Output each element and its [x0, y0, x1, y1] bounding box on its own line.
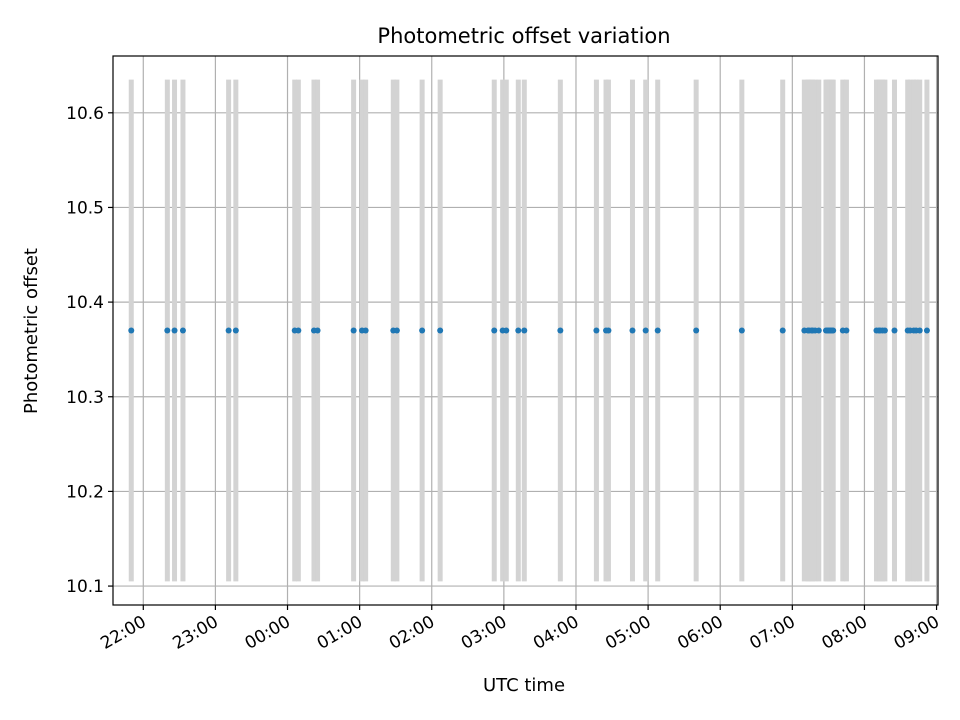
y-axis-ticks: 10.1 10.2 10.3 10.4 10.5 10.6 [66, 104, 113, 597]
x-tick-label: 06:00 [674, 612, 726, 654]
data-point [350, 327, 357, 334]
data-point [830, 327, 837, 334]
data-point [171, 327, 178, 334]
data-point [393, 327, 400, 334]
data-point [693, 327, 700, 334]
x-tick-label: 05:00 [602, 612, 654, 654]
data-point [891, 327, 898, 334]
x-axis-ticks: 22:00 23:00 00:00 01:00 02:00 03:00 04:00 05:00… [97, 605, 943, 654]
y-axis-label: Photometric offset [21, 248, 42, 414]
data-point [923, 327, 930, 334]
data-point [629, 327, 636, 334]
data-point [419, 327, 426, 334]
data-point [815, 327, 822, 334]
data-point [654, 327, 661, 334]
chart-title: Photometric offset variation [377, 24, 670, 48]
data-point [437, 327, 444, 334]
data-point [232, 327, 239, 334]
data-point [164, 327, 171, 334]
data-point [916, 327, 923, 334]
y-tick-label: 10.6 [66, 104, 104, 124]
data-point [642, 327, 649, 334]
data-point [515, 327, 522, 334]
data-point [362, 327, 369, 334]
y-tick-label: 10.2 [66, 482, 104, 502]
x-axis-label: UTC time [483, 675, 565, 696]
data-point [128, 327, 135, 334]
data-point [881, 327, 888, 334]
x-tick-label: 08:00 [819, 612, 871, 654]
data-point [557, 327, 564, 334]
data-point [179, 327, 186, 334]
data-point [225, 327, 232, 334]
x-tick-label: 09:00 [891, 612, 943, 654]
data-point [491, 327, 498, 334]
x-tick-label: 03:00 [458, 612, 510, 654]
data-point [314, 327, 321, 334]
y-tick-label: 10.5 [66, 198, 104, 218]
y-tick-label: 10.3 [66, 388, 104, 408]
x-tick-label: 02:00 [386, 612, 438, 654]
data-points [128, 327, 930, 334]
data-point [738, 327, 745, 334]
x-tick-label: 04:00 [530, 612, 582, 654]
x-tick-label: 00:00 [242, 612, 294, 654]
x-tick-label: 01:00 [314, 612, 366, 654]
plot-frame [112, 55, 939, 606]
x-tick-label: 07:00 [746, 612, 798, 654]
x-tick-label: 22:00 [97, 612, 149, 654]
data-point [295, 327, 302, 334]
data-point [779, 327, 786, 334]
x-tick-label: 23:00 [169, 612, 221, 654]
data-point [503, 327, 510, 334]
data-point [605, 327, 612, 334]
data-point [521, 327, 528, 334]
y-tick-label: 10.1 [66, 577, 104, 597]
y-tick-label: 10.4 [66, 293, 104, 313]
data-point [593, 327, 600, 334]
data-point [843, 327, 850, 334]
